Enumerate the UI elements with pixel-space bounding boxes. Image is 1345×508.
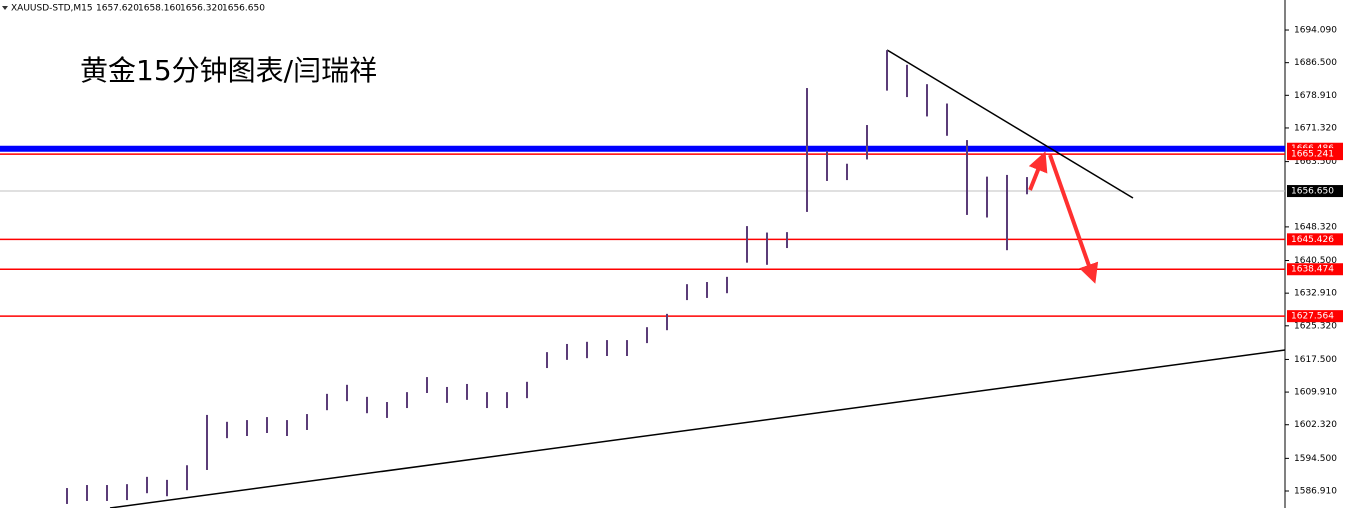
y-tick-label: 1671.320 (1294, 123, 1337, 133)
arrow-down (1048, 154, 1099, 284)
y-tick-label: 1609.910 (1294, 388, 1337, 398)
y-tick-label: 1686.500 (1294, 58, 1337, 68)
open: 1657.620 (96, 4, 139, 14)
y-tick-label: 1617.500 (1294, 355, 1337, 365)
y-tick-label: 1694.090 (1294, 26, 1337, 36)
level-label: 1638.474 (1291, 265, 1334, 275)
level-box (1287, 310, 1343, 323)
high: 1658.160 (138, 4, 181, 14)
arrow-up (1028, 151, 1048, 191)
y-tick-label: 1678.910 (1294, 91, 1337, 101)
last-price-box (1287, 185, 1343, 198)
last-price-label: 1656.650 (1291, 187, 1334, 197)
y-tick-label: 1602.320 (1294, 420, 1337, 430)
level-box (1287, 233, 1343, 246)
level-label: 1665.241 (1291, 150, 1334, 160)
level-label: 1645.426 (1291, 235, 1334, 245)
y-tick-label: 1663.500 (1294, 157, 1337, 167)
close: 1656.650 (222, 4, 265, 14)
trend-line (886, 49, 1134, 199)
low: 1656.320 (180, 4, 223, 14)
level-box (1287, 263, 1343, 276)
level-box (1287, 148, 1343, 161)
menu-icon[interactable] (2, 6, 8, 10)
y-tick-label: 1648.320 (1294, 222, 1337, 232)
plot (0, 49, 1286, 508)
y-tick-label: 1640.500 (1294, 256, 1337, 266)
y-tick-label: 1594.500 (1294, 454, 1337, 464)
y-tick-label: 1632.910 (1294, 289, 1337, 299)
trend-line (109, 349, 1286, 508)
y-tick-label: 1586.910 (1294, 487, 1337, 497)
y-tick-label: 1625.320 (1294, 321, 1337, 331)
level-label: 1627.564 (1291, 312, 1334, 322)
chart-title: 黄金15分钟图表/闫瑞祥 (80, 54, 377, 87)
symbol: XAUUSD-STD,M15 (11, 4, 93, 14)
